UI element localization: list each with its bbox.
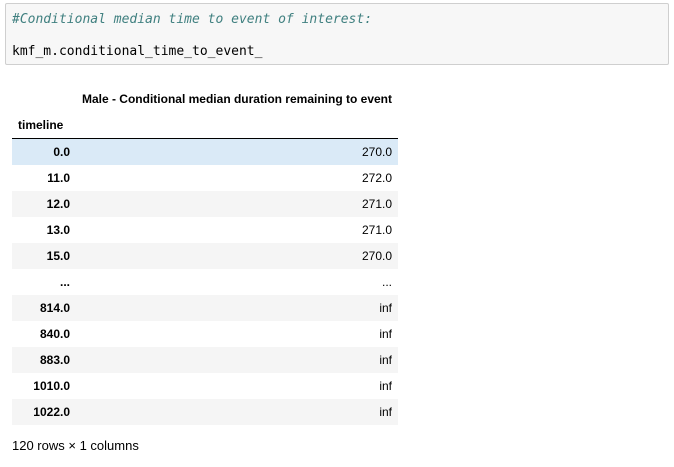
row-value: inf: [379, 326, 392, 341]
row-index: 13.0: [46, 222, 70, 237]
column-header: Male - Conditional median duration remai…: [81, 92, 392, 106]
row-index: 840.0: [39, 326, 70, 341]
table-row: 13.0 271.0: [12, 217, 398, 243]
row-index: 11.0: [47, 170, 70, 185]
output-dataframe: Male - Conditional median duration remai…: [12, 86, 398, 425]
table-row: 11.0 272.0: [12, 165, 398, 191]
row-index: 814.0: [39, 300, 70, 315]
index-name: timeline: [18, 118, 64, 132]
code-comment: #Conditional median time to event of int…: [12, 12, 373, 27]
table-row: 840.0 inf: [12, 321, 398, 347]
index-name-row: timeline: [12, 112, 398, 139]
row-value: 271.0: [361, 222, 392, 237]
row-value: 271.0: [361, 196, 392, 211]
row-index: 1022.0: [33, 404, 70, 419]
row-index: 15.0: [46, 248, 70, 263]
table-row: 15.0 270.0: [12, 242, 398, 269]
row-index: 12.0: [46, 196, 70, 211]
table-row: 1010.0 inf: [12, 373, 398, 399]
row-value: 270.0: [361, 144, 392, 159]
row-value: inf: [379, 378, 392, 393]
table-row-ellipsis: ... ...: [12, 269, 398, 295]
index-header-blank: [12, 86, 76, 112]
row-index: 0.0: [53, 144, 70, 159]
row-value: 270.0: [361, 248, 392, 263]
column-header-row: Male - Conditional median duration remai…: [12, 86, 398, 112]
row-value: inf: [379, 300, 392, 315]
table-row: 0.0 270.0: [12, 138, 398, 165]
row-index: ...: [59, 274, 70, 289]
row-index: 1010.0: [33, 378, 70, 393]
table-row: 814.0 inf: [12, 294, 398, 321]
row-value: ...: [381, 274, 392, 289]
table-row: 12.0 271.0: [12, 190, 398, 217]
table-row: 1022.0 inf: [12, 398, 398, 425]
row-value: inf: [379, 352, 392, 367]
row-value: inf: [379, 404, 392, 419]
table-row: 883.0 inf: [12, 346, 398, 373]
row-value: 272.0: [361, 170, 392, 185]
code-input-cell[interactable]: #Conditional median time to event of int…: [5, 3, 669, 65]
dataframe-shape-text: 120 rows × 1 columns: [12, 438, 139, 453]
index-name-blank: [76, 112, 398, 139]
row-index: 883.0: [39, 352, 70, 367]
code-line: kmf_m.conditional_time_to_event_: [12, 44, 263, 59]
